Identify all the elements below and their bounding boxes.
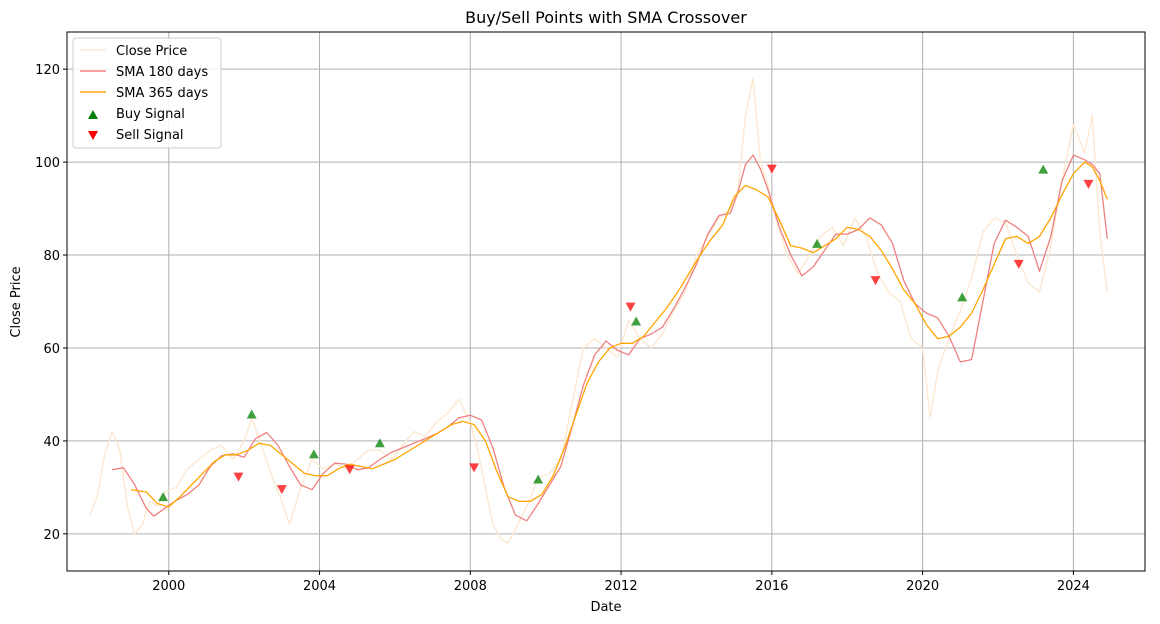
buy-signal-marker — [246, 409, 257, 419]
x-axis-title: Date — [590, 600, 621, 615]
sma-365-line — [131, 161, 1108, 508]
x-tick-label: 2004 — [303, 579, 336, 594]
legend-close-label: Close Price — [116, 44, 187, 59]
close-price-line — [88, 77, 1108, 544]
sell-signal-marker — [469, 463, 480, 473]
buy-signal-marker — [533, 474, 544, 484]
legend-sma365-label: SMA 365 days — [116, 86, 208, 101]
plot-frame — [66, 31, 1146, 572]
legend-sell-label: Sell Signal — [116, 128, 184, 143]
x-tick-label: 2016 — [755, 579, 788, 594]
legend-sma180-label: SMA 180 days — [116, 65, 208, 80]
x-tick-label: 2012 — [605, 579, 638, 594]
x-tick-label: 2024 — [1057, 579, 1090, 594]
buy-signal-marker — [957, 292, 968, 302]
sell-signal-marker — [1013, 259, 1024, 269]
legend-sell-marker — [88, 131, 98, 140]
sell-signal-marker — [1083, 179, 1094, 189]
legend-buy-marker — [88, 110, 98, 119]
buy-signal-marker — [812, 238, 823, 248]
signal-markers — [158, 164, 1094, 502]
legend-box — [72, 37, 222, 149]
buy-signal-marker — [1038, 164, 1049, 174]
buy-signal-marker — [631, 316, 642, 326]
y-tick-label: 80 — [43, 249, 60, 264]
sell-signal-marker — [276, 485, 287, 495]
buy-signal-marker — [158, 492, 169, 502]
buy-signal-marker — [308, 449, 319, 459]
sell-signal-marker — [870, 276, 881, 286]
x-tick-label: 2020 — [906, 579, 939, 594]
sell-signal-marker — [766, 164, 777, 174]
y-tick-label: 100 — [35, 156, 60, 171]
y-axis-title: Close Price — [9, 266, 24, 337]
x-tick-label: 2008 — [454, 579, 487, 594]
plot-area — [67, 32, 1145, 571]
sell-signal-marker — [344, 465, 355, 475]
legend: Close Price SMA 180 days SMA 365 days Bu… — [72, 37, 222, 149]
y-tick-label: 20 — [43, 528, 60, 543]
buy-signal-marker — [374, 438, 385, 448]
axis-ticks: 2000 2004 2008 2012 2016 2020 2024 20 40 60 80 100 1… — [35, 63, 1090, 594]
legend-buy-label: Buy Signal — [116, 107, 185, 122]
y-tick-label: 60 — [43, 342, 60, 357]
sma-180-line — [112, 154, 1108, 522]
sell-signal-marker — [625, 302, 636, 312]
chart-title: Buy/Sell Points with SMA Crossover — [465, 8, 747, 27]
x-tick-label: 2000 — [152, 579, 185, 594]
series-layer — [88, 77, 1108, 544]
y-tick-label: 120 — [35, 63, 60, 78]
y-tick-label: 40 — [43, 435, 60, 450]
sell-signal-marker — [233, 472, 244, 482]
